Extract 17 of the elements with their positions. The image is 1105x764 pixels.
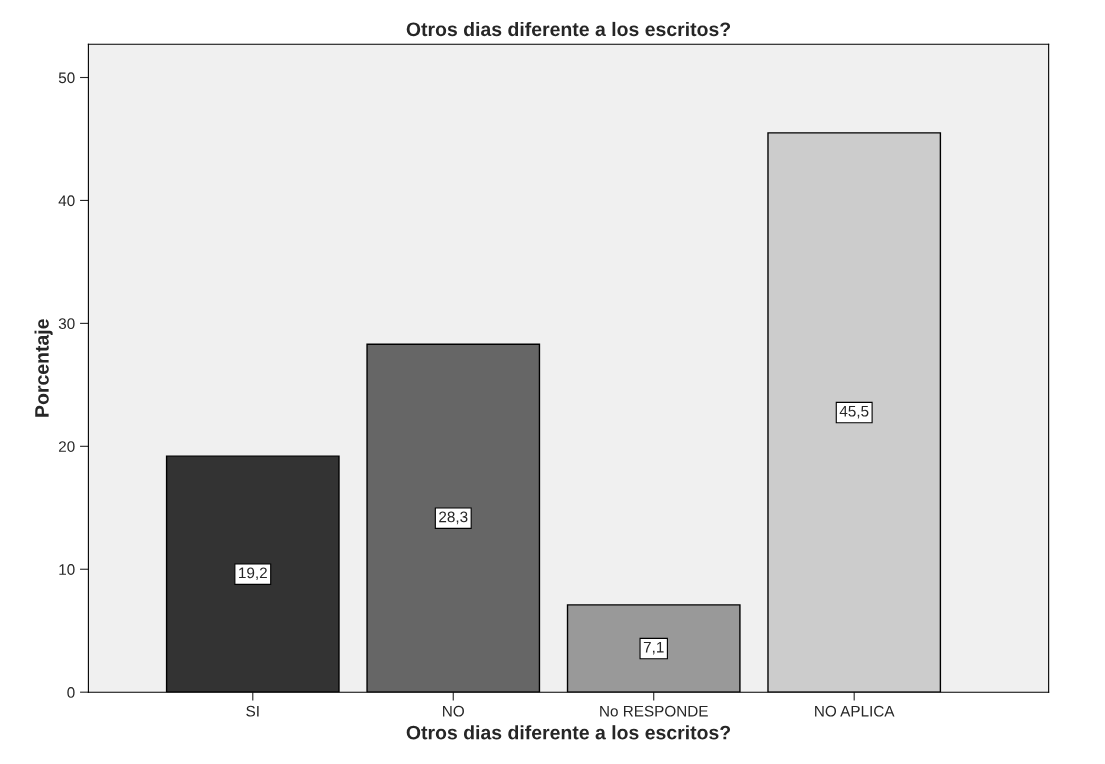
x-axis-title: Otros dias diferente a los escritos? xyxy=(406,725,731,740)
y-tick-label: 30 xyxy=(58,318,75,330)
x-tick-label: No RESPONDE xyxy=(600,705,708,717)
chart-title: Otros dias diferente a los escritos? xyxy=(406,21,731,37)
x-tick-label: NO APLICA xyxy=(815,705,895,717)
data-label: 7,1 xyxy=(643,641,664,655)
x-tick-label: SI xyxy=(246,705,259,717)
data-label: 45,5 xyxy=(839,405,869,419)
y-tick-label: 20 xyxy=(58,441,75,452)
data-label: 28,3 xyxy=(439,511,468,525)
y-tick-label: 10 xyxy=(59,564,75,575)
y-tick-label: 50 xyxy=(58,72,75,84)
y-tick-label: 40 xyxy=(58,195,75,207)
y-axis-title: Porcentaje xyxy=(34,319,53,417)
y-tick-label: 0 xyxy=(67,687,75,698)
data-label: 19,2 xyxy=(239,567,267,581)
x-tick-label: NO xyxy=(443,705,464,717)
